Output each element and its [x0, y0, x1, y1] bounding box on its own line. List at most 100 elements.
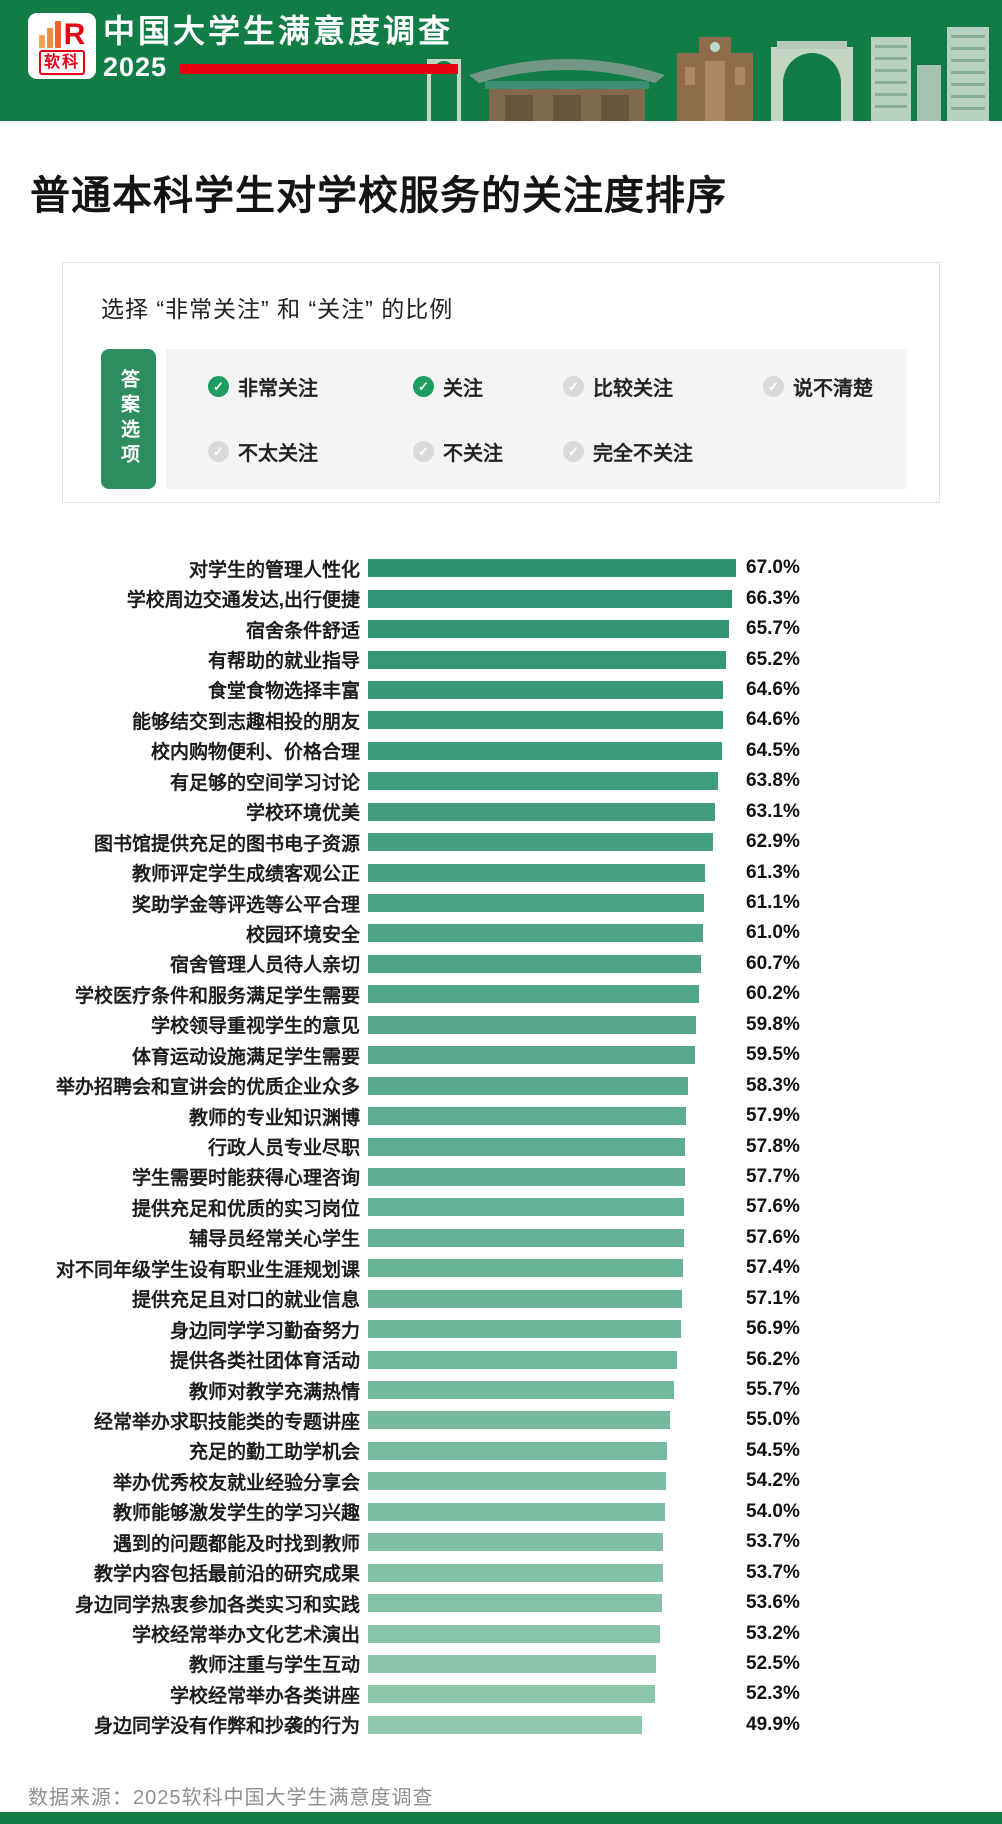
bar-row-value: 59.5% [746, 1044, 800, 1066]
bar-row-label: 举办招聘会和宣讲会的优质企业众多 [55, 1077, 360, 1099]
bar-row-value: 56.9% [746, 1318, 800, 1340]
bottom-green-strip [0, 1812, 1002, 1824]
bar [368, 1654, 657, 1673]
bar-row: 身边同学热衷参加各类实习和实践 53.6% [28, 1588, 978, 1618]
bar-row-value: 65.7% [746, 618, 800, 640]
bar-row: 有足够的空间学习讨论 63.8% [28, 766, 978, 796]
check-icon: ✓ [413, 441, 434, 462]
bar-row-value: 61.3% [746, 861, 800, 883]
bar-row-label: 奖助学金等评选等公平合理 [131, 894, 360, 916]
bar-row-value: 60.2% [746, 983, 800, 1005]
answer-options-grid: ✓ 非常关注 ✓ 关注 ✓ 比较关注 ✓ 说不清楚 ✓ 不太关注 ✓ 不关注 ✓… [166, 349, 907, 489]
bar-row-value: 61.0% [746, 922, 800, 944]
bar-row-value: 62.9% [746, 831, 800, 853]
bar-track [368, 1320, 736, 1339]
bar-row-label: 能够结交到志趣相投的朋友 [131, 711, 360, 733]
bar-row: 学校医疗条件和服务满足学生需要 60.2% [28, 979, 978, 1009]
bar-track [368, 680, 736, 699]
bar-track [368, 833, 736, 852]
answer-option: ✓ 完全不关注 [563, 437, 763, 466]
bar [368, 1350, 677, 1369]
bar-row-label: 学校医疗条件和服务满足学生需要 [74, 985, 360, 1007]
bar [368, 802, 715, 821]
bar [368, 1685, 656, 1704]
answer-option-label: 关注 [443, 378, 483, 400]
bar-track [368, 741, 736, 760]
bar-row: 学校周边交通发达,出行便捷 66.3% [28, 583, 978, 613]
bar-row-label: 辅导员经常关心学生 [188, 1229, 360, 1251]
bar-row-value: 58.3% [746, 1074, 800, 1096]
bar-row-value: 55.7% [746, 1379, 800, 1401]
bar-row: 提供充足且对口的就业信息 57.1% [28, 1284, 978, 1314]
bar-row: 教师注重与学生互动 52.5% [28, 1649, 978, 1679]
bar-row-value: 54.0% [746, 1500, 800, 1522]
bar-row-value: 64.6% [746, 678, 800, 700]
bar [368, 559, 736, 578]
bar-row-label: 对学生的管理人性化 [188, 559, 360, 581]
bar-track [368, 589, 736, 608]
bar-row-value: 60.7% [746, 952, 800, 974]
bar [368, 1167, 685, 1186]
bar [368, 1046, 695, 1065]
bar-row-label: 教师能够激发学生的学习兴趣 [112, 1503, 360, 1525]
bar-track [368, 1015, 736, 1034]
bar-track [368, 1259, 736, 1278]
check-icon: ✓ [563, 441, 584, 462]
bar-row: 举办招聘会和宣讲会的优质企业众多 58.3% [28, 1070, 978, 1100]
bar [368, 1411, 671, 1430]
bar-row-value: 53.7% [746, 1561, 800, 1583]
bar-track [368, 559, 736, 578]
answer-option: ✓ 非常关注 [208, 372, 413, 401]
bar [368, 1624, 661, 1643]
bar-row-label: 经常举办求职技能类的专题讲座 [93, 1411, 360, 1433]
answer-option: ✓ 比较关注 [563, 372, 763, 401]
bar-row-value: 67.0% [746, 557, 800, 579]
bar-row-label: 身边同学没有作弊和抄袭的行为 [93, 1716, 360, 1738]
bar [368, 1715, 643, 1734]
bar-row-value: 59.8% [746, 1013, 800, 1035]
logo-barchart-icon: R [38, 18, 85, 49]
bar [368, 833, 714, 852]
bar-row-value: 53.2% [746, 1622, 800, 1644]
answer-options-box: 选择 “非常关注” 和 “关注” 的比例 答案选项 ✓ 非常关注 ✓ 关注 ✓ … [62, 262, 940, 503]
bar [368, 1381, 674, 1400]
survey-year: 2025 [103, 52, 168, 82]
bar-row: 宿舍管理人员待人亲切 60.7% [28, 949, 978, 979]
bar-row-label: 学校经常举办文化艺术演出 [131, 1625, 360, 1647]
answer-option: ✓ 不关注 [413, 437, 563, 466]
bar-row-value: 54.2% [746, 1470, 800, 1492]
bar [368, 1502, 665, 1521]
bar-row: 教学内容包括最前沿的研究成果 53.7% [28, 1557, 978, 1587]
bar-row-label: 体育运动设施满足学生需要 [131, 1046, 360, 1068]
bar-track [368, 650, 736, 669]
bar-row-label: 提供充足和优质的实习岗位 [131, 1198, 360, 1220]
answer-option-label: 比较关注 [593, 378, 673, 400]
bar-row-value: 56.2% [746, 1348, 800, 1370]
bar-row: 食堂食物选择丰富 64.6% [28, 675, 978, 705]
bar-row-value: 53.7% [746, 1531, 800, 1553]
bar-row-value: 57.6% [746, 1226, 800, 1248]
bar-row: 身边同学没有作弊和抄袭的行为 49.9% [28, 1710, 978, 1740]
bar-row-label: 身边同学热衷参加各类实习和实践 [74, 1594, 360, 1616]
answer-option: ✓ 说不清楚 [763, 372, 907, 401]
bar-row: 教师的专业知识渊博 57.9% [28, 1101, 978, 1131]
bar-row-label: 校园环境安全 [245, 924, 360, 946]
bar-row: 身边同学学习勤奋努力 56.9% [28, 1314, 978, 1344]
bar-track [368, 1350, 736, 1369]
red-accent-bar [180, 64, 459, 74]
bar-row: 学生需要时能获得心理咨询 57.7% [28, 1162, 978, 1192]
bar-row-value: 57.8% [746, 1135, 800, 1157]
bar-track [368, 894, 736, 913]
bar-row: 学校经常举办各类讲座 52.3% [28, 1679, 978, 1709]
bar [368, 1289, 682, 1308]
check-icon: ✓ [763, 376, 784, 397]
bar [368, 772, 719, 791]
bar-chart: 对学生的管理人性化 67.0% 学校周边交通发达,出行便捷 66.3% 宿舍条件… [28, 553, 978, 1740]
bar-track [368, 954, 736, 973]
bar-row: 图书馆提供充足的图书电子资源 62.9% [28, 827, 978, 857]
bar-row: 教师评定学生成绩客观公正 61.3% [28, 857, 978, 887]
bar-row-label: 举办优秀校友就业经验分享会 [112, 1472, 360, 1494]
bar-row-label: 提供各类社团体育活动 [169, 1351, 360, 1373]
answer-option: ✓ 不太关注 [208, 437, 413, 466]
bar [368, 954, 702, 973]
